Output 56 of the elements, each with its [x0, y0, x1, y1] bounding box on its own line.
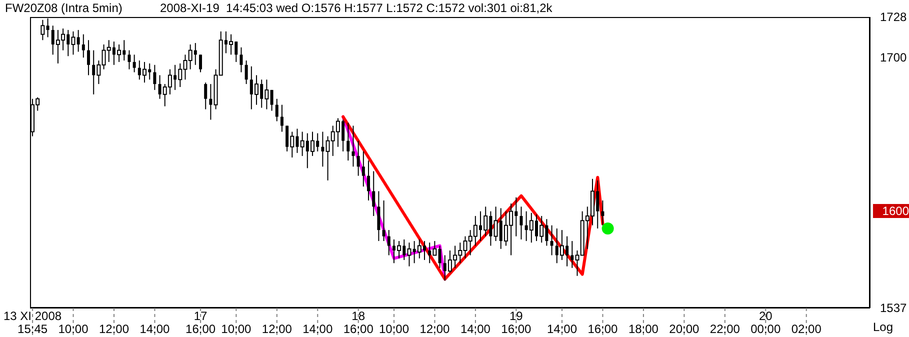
candlestick	[76, 29, 80, 52]
text: Log	[873, 320, 894, 334]
candlestick	[82, 34, 85, 58]
candlestick	[387, 230, 390, 256]
x-tick-label: 16:00	[588, 322, 618, 336]
candlestick	[275, 98, 278, 122]
candlestick	[356, 140, 360, 176]
text: 1600	[873, 204, 909, 218]
candlestick	[270, 89, 274, 112]
candlestick	[153, 64, 156, 90]
candlestick	[199, 54, 202, 73]
y-tick-label: 1700	[880, 50, 908, 65]
x-tick-label: 18:00	[628, 322, 659, 336]
x-tick-label: 14:00	[140, 322, 170, 336]
x-tick-label: 20 00:00	[750, 309, 781, 336]
x-tick-label: 10:00	[221, 322, 252, 336]
candlestick	[209, 84, 212, 120]
x-tick-label: 14:00	[460, 322, 491, 336]
x-tick-label: 14:00	[302, 322, 333, 336]
x-tick-label: 17 16:00	[186, 309, 216, 336]
candlestick	[352, 125, 355, 168]
x-tick-label: 14:00	[546, 322, 578, 336]
candlestick	[204, 82, 208, 110]
candlestick	[362, 150, 365, 188]
x-tick-label: 12:00	[98, 322, 130, 336]
candlestick	[128, 50, 131, 70]
candlestick	[601, 200, 604, 226]
x-tick-label: 20:00	[669, 322, 700, 336]
y-tick-label: 1728	[880, 10, 908, 24]
candlestick	[520, 206, 523, 240]
candlestick	[372, 170, 376, 216]
candlestick	[244, 60, 248, 85]
x-tick-label: 10:00	[58, 322, 89, 336]
x-tick-label: 19 16:00	[501, 309, 532, 336]
candlestick	[346, 122, 350, 162]
x-tick-label: 12:00	[262, 322, 292, 336]
candlestick	[321, 131, 324, 168]
candlestick	[377, 190, 380, 242]
y-tick-label: 1537	[880, 301, 908, 315]
candlestick	[87, 40, 90, 76]
candlestick	[382, 200, 386, 242]
x-tick-label: 02:00	[791, 322, 822, 336]
candlestick	[438, 245, 442, 268]
candlestick	[46, 18, 50, 38]
chart-subtitle: 2008-XI-19 14:45:03 wed O:1576 H:1577 L:1572 C:1572 vol:301 oi:81,2k	[160, 1, 552, 15]
candlestick	[550, 224, 554, 256]
candlestick	[240, 46, 243, 73]
x-tick-label: 12:00	[420, 322, 450, 336]
chart-title: FW20Z08 (Intra 5min)	[5, 1, 122, 15]
x-tick-label: 18 16:00	[343, 309, 374, 336]
x-tick-label: 22:00	[710, 322, 740, 336]
candlestick	[132, 54, 136, 73]
candlestick	[40, 19, 45, 41]
x-tick-label: 10:00	[378, 322, 410, 336]
candlestick	[367, 160, 370, 201]
candlestick	[280, 104, 284, 132]
